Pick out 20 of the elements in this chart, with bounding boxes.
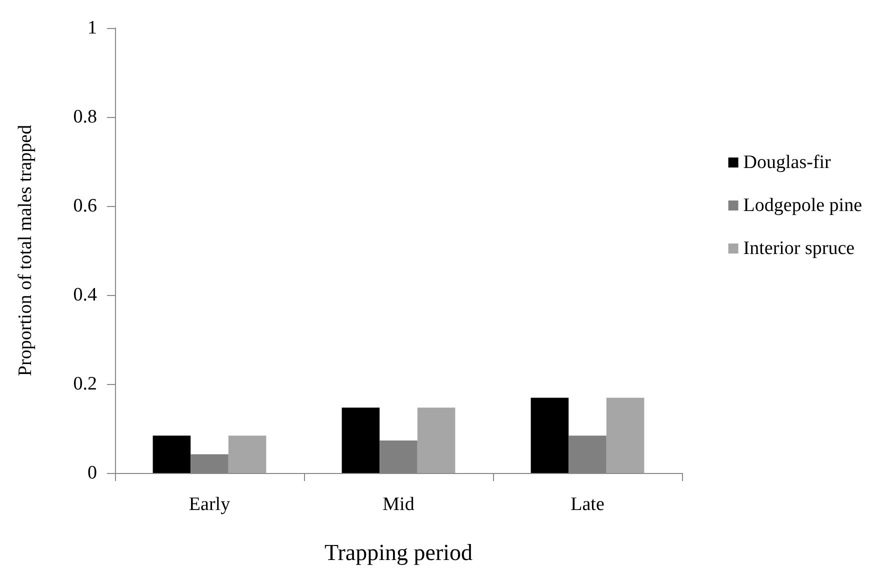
y-axis-title: Proportion of total males trapped	[15, 124, 36, 376]
y-tick-label: 0	[88, 462, 97, 484]
legend-label: Lodgepole pine	[743, 195, 862, 216]
y-tick-label: 0.6	[73, 196, 97, 216]
bar	[152, 436, 191, 473]
x-axis-title: Trapping period	[324, 540, 473, 565]
bar	[606, 398, 644, 473]
legend-label: Interior spruce	[743, 238, 855, 259]
bar	[342, 408, 380, 473]
x-tick-label: Mid	[382, 494, 415, 515]
y-tick-label: 0.8	[73, 106, 97, 128]
y-tick-label: 0.4	[73, 284, 98, 306]
bar	[417, 408, 456, 473]
x-tick-label: Early	[188, 494, 231, 515]
y-tick-label: 1	[88, 18, 97, 38]
x-tick-label: Late	[570, 494, 604, 515]
bar	[228, 436, 266, 473]
legend-label: Douglas-fir	[743, 152, 832, 173]
bar	[530, 398, 569, 473]
y-tick-label: 0.2	[73, 374, 97, 394]
